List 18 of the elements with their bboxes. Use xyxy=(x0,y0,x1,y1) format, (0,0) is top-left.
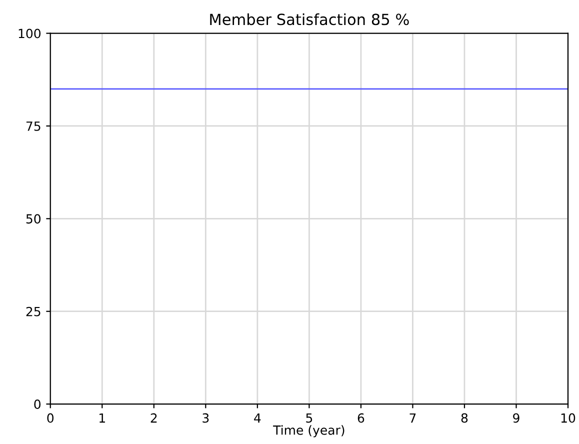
y-tick-label: 75 xyxy=(26,122,40,131)
x-tick-label: 4 xyxy=(254,413,261,423)
x-tick-label: 6 xyxy=(358,413,364,423)
y-tick-label: 50 xyxy=(26,214,41,224)
x-tick-label: 3 xyxy=(202,413,209,423)
x-tick-label: 7 xyxy=(410,413,416,423)
x-tick-label: 1 xyxy=(100,413,105,423)
y-tick-label: 25 xyxy=(26,306,40,316)
x-tick-label: 8 xyxy=(461,413,468,423)
chart-title: Member Satisfaction 85 % xyxy=(210,13,409,26)
x-tick-label: 5 xyxy=(306,413,312,423)
y-tick-label: 100 xyxy=(18,28,41,38)
y-tick-label: 0 xyxy=(34,400,41,409)
x-tick-label: 9 xyxy=(513,413,520,423)
x-tick-label: 0 xyxy=(47,413,54,423)
x-axis-title: Time (year) xyxy=(273,425,344,438)
x-tick-label: 2 xyxy=(150,413,157,423)
x-tick-label: 10 xyxy=(561,413,576,423)
